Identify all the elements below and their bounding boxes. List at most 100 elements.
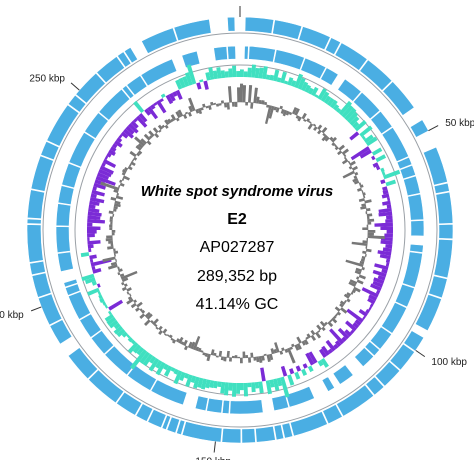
gc-skew-bar	[98, 294, 103, 300]
gc-content-bar	[123, 175, 130, 181]
gc-skew-bar	[287, 77, 294, 86]
gc-skew-bar	[365, 308, 370, 314]
gc-content-bar	[204, 353, 209, 357]
gc-content-bar	[362, 227, 368, 230]
gc-content-bar	[367, 218, 375, 222]
gc-skew-bar	[380, 167, 385, 173]
gc-skew-track	[80, 64, 401, 398]
gc-skew-bar	[138, 113, 148, 123]
gc-skew-bar	[110, 146, 117, 153]
gc-skew-bar	[308, 351, 318, 364]
gc-content-bar	[329, 319, 333, 323]
cds-block	[79, 313, 102, 338]
cds-block	[64, 283, 81, 296]
gc-content-bar	[307, 123, 314, 130]
gc-skew-bar	[87, 218, 105, 224]
cds-block	[194, 395, 209, 412]
gc-content-bar	[331, 142, 336, 147]
gc-skew-bar	[385, 218, 393, 223]
gc-skew-bar	[91, 265, 96, 271]
cds-block	[116, 391, 143, 416]
gc-skew-bar	[86, 230, 97, 234]
gc-skew-bar	[231, 382, 237, 397]
gc-skew-bar	[102, 158, 117, 168]
gc-content-bar	[266, 354, 271, 362]
gc-content-bar	[114, 200, 121, 205]
cds-reverse-track	[55, 45, 425, 415]
gc-content-bar	[144, 311, 151, 318]
gc-skew-bar	[114, 140, 123, 148]
gc-content-bar	[114, 253, 116, 257]
gc-content-bar	[362, 240, 368, 244]
gc-skew-bar	[379, 253, 391, 260]
gc-content-bar	[197, 347, 202, 352]
gc-content-bar	[121, 171, 126, 176]
gc-skew-bar	[87, 222, 93, 227]
gc-skew-bar	[243, 382, 249, 397]
gc-skew-bar	[155, 359, 163, 369]
cds-block	[332, 364, 354, 385]
gc-skew-bar	[232, 65, 237, 78]
gc-skew-bar	[320, 357, 329, 368]
gc-content-bar	[348, 166, 353, 170]
gc-content-bar	[248, 357, 252, 363]
gc-skew-bar	[385, 262, 390, 267]
kbp-tick-mark	[428, 125, 439, 132]
cds-block	[324, 37, 342, 56]
accession-number: AP027287	[200, 239, 275, 256]
cds-block	[126, 75, 148, 96]
gc-content-bar	[266, 104, 270, 108]
gc-content-bar	[107, 264, 118, 270]
kbp-scale: 50 kbp 100 kbp 150 kbp 200 kbp 250 kbp	[0, 6, 474, 460]
gc-content-bar	[250, 102, 254, 109]
gc-skew-bar	[113, 322, 121, 330]
gc-skew-bar	[155, 361, 166, 376]
outer-backbone-ring	[42, 32, 438, 428]
cds-block	[67, 347, 99, 380]
gc-skew-bar	[144, 108, 152, 116]
cds-block	[96, 56, 126, 84]
gc-skew-bar	[203, 80, 209, 90]
gc-skew-bar	[305, 352, 315, 366]
gc-skew-bar	[113, 325, 124, 335]
gc-content-bar	[304, 339, 309, 345]
gc-skew-bar	[354, 319, 362, 326]
gc-skew-bar	[381, 268, 388, 274]
gc-content-bar	[343, 299, 347, 304]
gc-content-bar	[210, 349, 215, 356]
gc-skew-bar	[228, 382, 233, 391]
gc-skew-bar	[361, 287, 379, 298]
gc-content-bar	[133, 299, 137, 304]
cds-block	[57, 185, 75, 206]
gc-skew-bar	[375, 289, 381, 295]
gc-content-bar	[110, 221, 113, 225]
gc-skew-bar	[280, 71, 287, 84]
gc-content-bar	[317, 124, 323, 130]
gc-content-bar	[301, 112, 307, 120]
gc-skew-bar	[108, 149, 116, 156]
gc-skew-bar	[385, 244, 393, 249]
gc-skew-bar	[220, 381, 226, 394]
gc-content-bar	[141, 309, 146, 314]
gc-content-bar	[178, 336, 184, 344]
gc-content-bar	[253, 356, 257, 361]
genome-length: 289,352 bp	[197, 268, 277, 285]
gc-content-bar	[120, 270, 138, 280]
gc-content-bar	[281, 347, 285, 351]
cds-block	[104, 345, 136, 376]
gc-content-bar	[228, 357, 232, 362]
gc-content-bar	[115, 259, 117, 262]
gc-skew-bar	[344, 329, 353, 337]
gc-content-bar	[342, 170, 355, 179]
gc-content-bar	[220, 356, 224, 361]
gc-skew-bar	[385, 258, 391, 264]
gc-content-bar	[367, 235, 385, 240]
gc-skew-bar	[196, 82, 202, 90]
cds-block	[281, 422, 294, 439]
gc-skew-bar	[106, 316, 117, 326]
gc-skew-bar	[88, 204, 96, 209]
gc-content-bar	[324, 321, 328, 326]
gc-skew-bar	[91, 280, 97, 286]
cds-block	[414, 294, 442, 332]
gc-content-bar	[112, 230, 116, 233]
